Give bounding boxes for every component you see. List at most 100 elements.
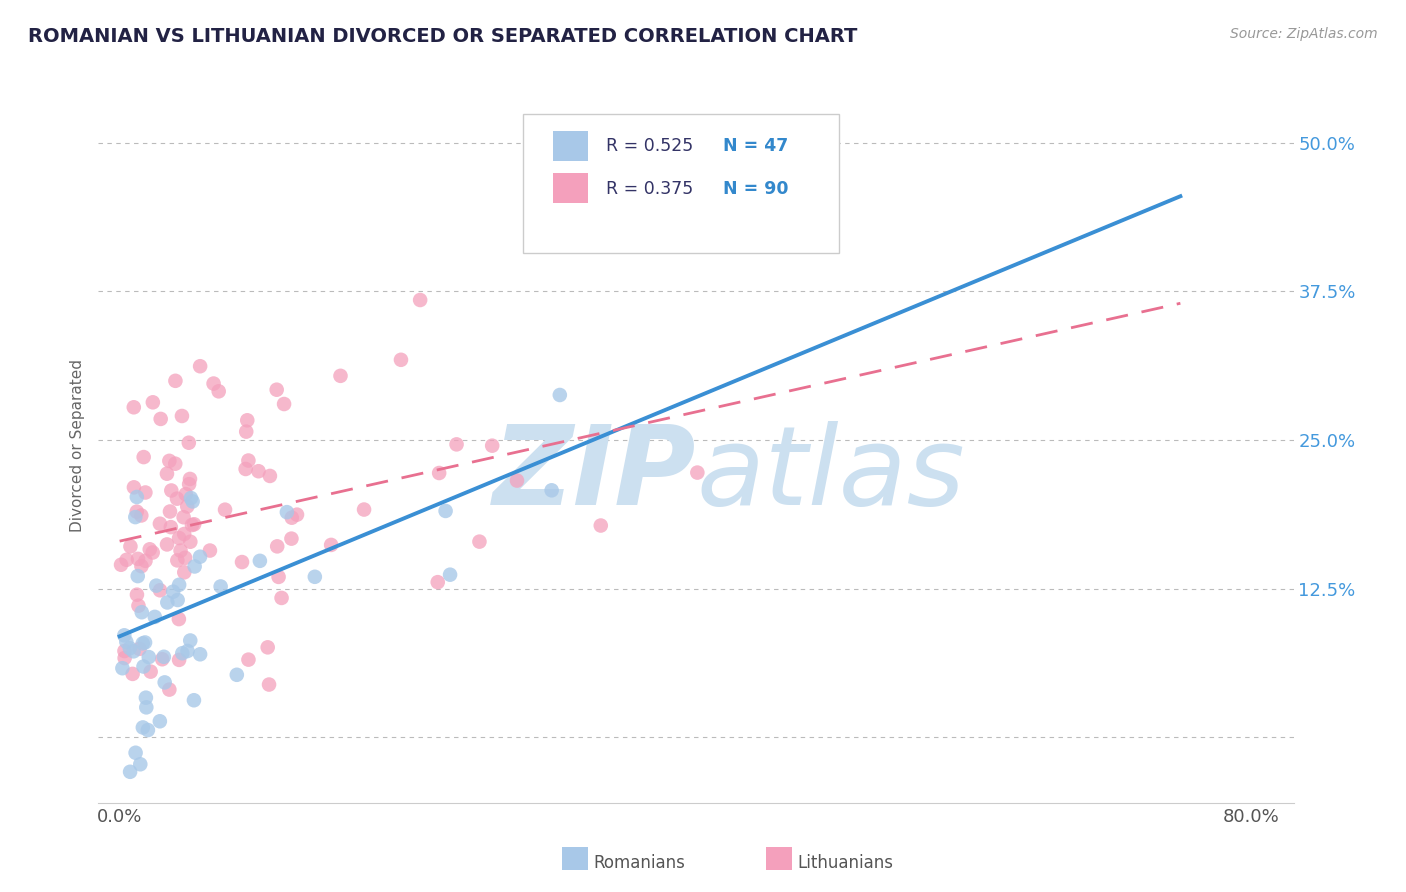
Point xyxy=(142,395,165,409)
Point xyxy=(134,635,156,649)
Point xyxy=(280,532,302,546)
Point xyxy=(188,359,211,374)
Point xyxy=(177,435,200,450)
Point xyxy=(157,682,180,697)
Point xyxy=(183,693,205,707)
Point xyxy=(173,566,195,580)
Point xyxy=(179,633,201,648)
Point xyxy=(176,500,198,514)
Point xyxy=(179,534,201,549)
Point xyxy=(135,690,157,705)
Point xyxy=(153,649,176,664)
Point xyxy=(139,665,162,679)
Point xyxy=(134,554,156,568)
Point xyxy=(134,485,156,500)
Point xyxy=(167,612,190,626)
Point xyxy=(127,552,149,566)
Point xyxy=(125,588,148,602)
Point xyxy=(198,543,221,558)
Point xyxy=(181,494,204,508)
Point xyxy=(173,510,195,524)
Text: R = 0.375: R = 0.375 xyxy=(606,180,693,198)
Point xyxy=(115,553,138,567)
Point xyxy=(157,454,180,468)
Point xyxy=(188,647,211,661)
Point xyxy=(257,677,280,691)
Point xyxy=(114,651,136,665)
Point xyxy=(122,644,145,658)
Point xyxy=(124,510,146,524)
Point xyxy=(166,593,188,607)
Point xyxy=(427,466,450,480)
Point xyxy=(167,653,190,667)
Point xyxy=(129,508,152,523)
Point xyxy=(389,352,412,367)
Text: ZIP: ZIP xyxy=(492,421,696,528)
Point xyxy=(118,641,141,656)
Point xyxy=(139,542,162,557)
Point xyxy=(120,764,142,779)
Point xyxy=(149,583,172,598)
Point xyxy=(149,714,172,729)
Point xyxy=(176,644,198,658)
Point xyxy=(267,570,290,584)
Point xyxy=(183,559,205,574)
Point xyxy=(149,516,172,531)
Point xyxy=(247,464,270,478)
Point xyxy=(686,466,709,480)
Point xyxy=(235,462,257,476)
Point xyxy=(276,505,298,519)
Text: Romanians: Romanians xyxy=(593,854,685,871)
Point xyxy=(145,579,167,593)
Point xyxy=(285,508,308,522)
Point xyxy=(110,558,132,572)
Point xyxy=(209,579,232,593)
Point xyxy=(266,383,288,397)
Point xyxy=(114,644,136,658)
Point xyxy=(159,520,181,534)
Point xyxy=(249,554,271,568)
Point xyxy=(183,517,205,532)
Point xyxy=(468,534,491,549)
Point xyxy=(179,477,201,491)
Point xyxy=(506,474,529,488)
Point xyxy=(273,397,295,411)
Point xyxy=(115,634,138,648)
Point xyxy=(136,723,159,737)
Point xyxy=(281,510,304,524)
Point xyxy=(540,483,562,498)
Point xyxy=(238,453,260,467)
Point xyxy=(129,757,152,772)
Point xyxy=(159,504,181,518)
Point xyxy=(180,491,202,505)
Point xyxy=(238,653,260,667)
Point xyxy=(173,527,195,541)
Point xyxy=(132,636,155,650)
Point xyxy=(111,661,134,675)
Point xyxy=(150,652,173,666)
Point xyxy=(188,549,211,564)
Point xyxy=(120,540,142,554)
Point xyxy=(132,659,155,673)
Point xyxy=(156,467,179,481)
Text: atlas: atlas xyxy=(696,421,965,528)
Point xyxy=(166,491,188,506)
Point xyxy=(165,374,187,388)
Point xyxy=(135,700,157,714)
Point xyxy=(231,555,253,569)
Text: R = 0.525: R = 0.525 xyxy=(606,137,693,155)
Point xyxy=(156,537,179,551)
Point xyxy=(214,502,236,516)
Point xyxy=(143,610,166,624)
Point xyxy=(329,368,352,383)
Point xyxy=(266,540,288,554)
Text: ROMANIAN VS LITHUANIAN DIVORCED OR SEPARATED CORRELATION CHART: ROMANIAN VS LITHUANIAN DIVORCED OR SEPAR… xyxy=(28,27,858,45)
Point xyxy=(131,605,153,619)
Point xyxy=(321,538,343,552)
Point xyxy=(202,376,225,391)
Point xyxy=(121,666,143,681)
FancyBboxPatch shape xyxy=(523,114,839,253)
Point xyxy=(353,502,375,516)
Point xyxy=(589,518,612,533)
Point xyxy=(426,575,449,590)
